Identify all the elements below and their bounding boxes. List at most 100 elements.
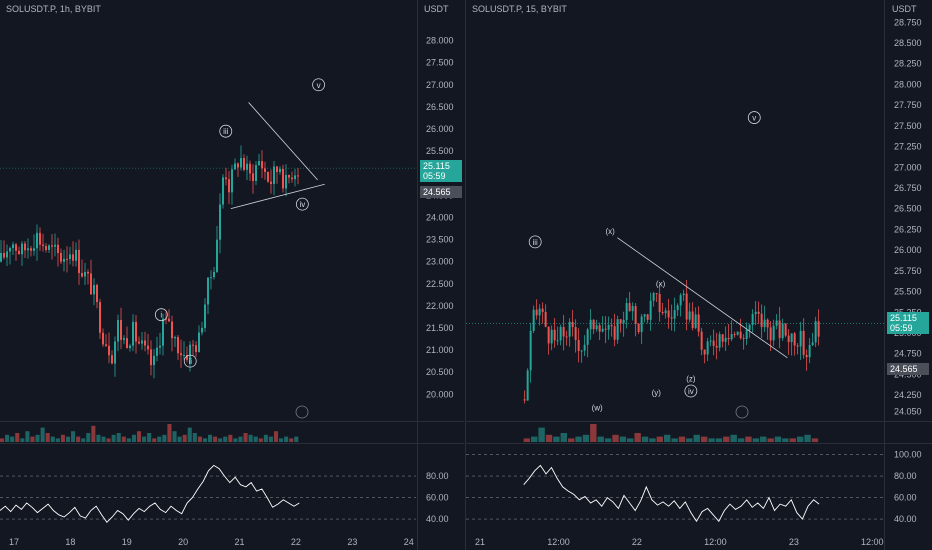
volume-bar [157,436,162,442]
candle-body [775,320,778,326]
candle-body [712,340,715,346]
candle-body [748,324,751,330]
volume-bar [25,431,30,442]
volume-bar [590,424,597,442]
candle-body [604,328,607,330]
candle-body [78,249,80,274]
candle-body [75,249,77,261]
volume-bar [76,436,81,442]
candle-body [276,166,278,173]
x-tick-label: 21 [475,537,485,547]
volume-bar [218,438,223,442]
wave-label: (z) [686,375,696,384]
candle-body [18,250,20,255]
candle-body [571,321,574,328]
volume-bar [634,433,641,442]
volume-bar [804,434,811,442]
candle-body [574,327,577,340]
candle-body [33,248,35,251]
candle-body [613,326,616,340]
candle-body [757,311,760,314]
candle-body [96,285,98,303]
pane2-unit: USDT [892,4,917,14]
y-tick-label: 23.000 [426,257,454,267]
wave-label: (x) [605,227,615,236]
volume-bar [811,438,819,442]
candle-body [685,293,688,320]
pane1-countdown: 05:59 [423,171,446,181]
candle-body [637,323,640,333]
candle-body [87,271,89,274]
candle-body [297,175,299,177]
volume-bar [172,431,177,442]
volume-bar [582,434,590,442]
volume-bar [248,434,253,442]
y-tick-label: 27.750 [894,100,922,110]
candle-body [204,304,206,328]
volume-bar [126,438,131,442]
candle-body [667,310,670,318]
pane2-current-price-badge: 25.115 05:59 [887,312,929,334]
x-tick-label: 19 [122,537,132,547]
y-tick-label: 26.000 [426,124,454,134]
candle-body [249,163,251,174]
candle-body [210,277,212,279]
candle-body [760,313,763,328]
candle-body [174,337,176,339]
candle-body [745,329,748,339]
pane1-unit: USDT [424,4,449,14]
candle-body [282,168,284,189]
y-tick-label: 25.500 [426,146,454,156]
candle-body [778,320,781,339]
candle-body [535,309,538,316]
y-tick-label: 26.000 [894,245,922,255]
candle-body [640,316,643,333]
volume-bar [767,438,774,442]
candle-body [523,399,526,401]
candle-body [102,332,104,345]
candle-body [15,244,17,251]
candle-body [616,319,619,340]
candle-body [66,258,68,260]
y-tick-label: 21.500 [426,323,454,333]
volume-bar [111,434,116,442]
candle-body [246,163,248,170]
volume-bar [233,438,238,442]
candle-body [634,306,637,324]
candle-body [114,341,116,364]
x-tick-label: 12:00 [547,537,570,547]
candle-body [243,158,245,170]
y-tick-label: 26.500 [894,204,922,214]
volume-bar [656,436,664,442]
volume-bar [553,436,560,442]
candle-body [769,327,772,341]
candle-body [237,163,239,168]
candle-body [754,311,757,315]
candle-body [646,314,649,320]
x-tick-label: 12:00 [861,537,884,547]
y-tick-label: 20.000 [426,389,454,399]
y-tick-label: 24.000 [426,212,454,222]
candle-body [679,295,682,306]
candle-body [30,248,32,251]
candle-body [6,251,8,258]
y-tick-label: 28.000 [894,79,922,89]
volume-bar [15,433,20,442]
volume-bar [238,436,243,442]
candle-body [117,320,119,342]
wave-label: (x) [656,279,666,288]
candle-body [649,300,652,320]
trendline [617,237,788,359]
candle-body [216,239,218,272]
candle-body [240,158,242,168]
candle-body [147,345,149,350]
volume-bar [81,438,86,442]
candle-body [183,354,185,356]
rsi-level-label: 80.00 [426,471,449,481]
volume-bar [162,434,167,442]
volume-bar [627,438,634,442]
volume-bar [192,433,197,442]
candle-body [141,340,143,344]
volume-bar [671,438,678,442]
y-tick-label: 21.000 [426,345,454,355]
